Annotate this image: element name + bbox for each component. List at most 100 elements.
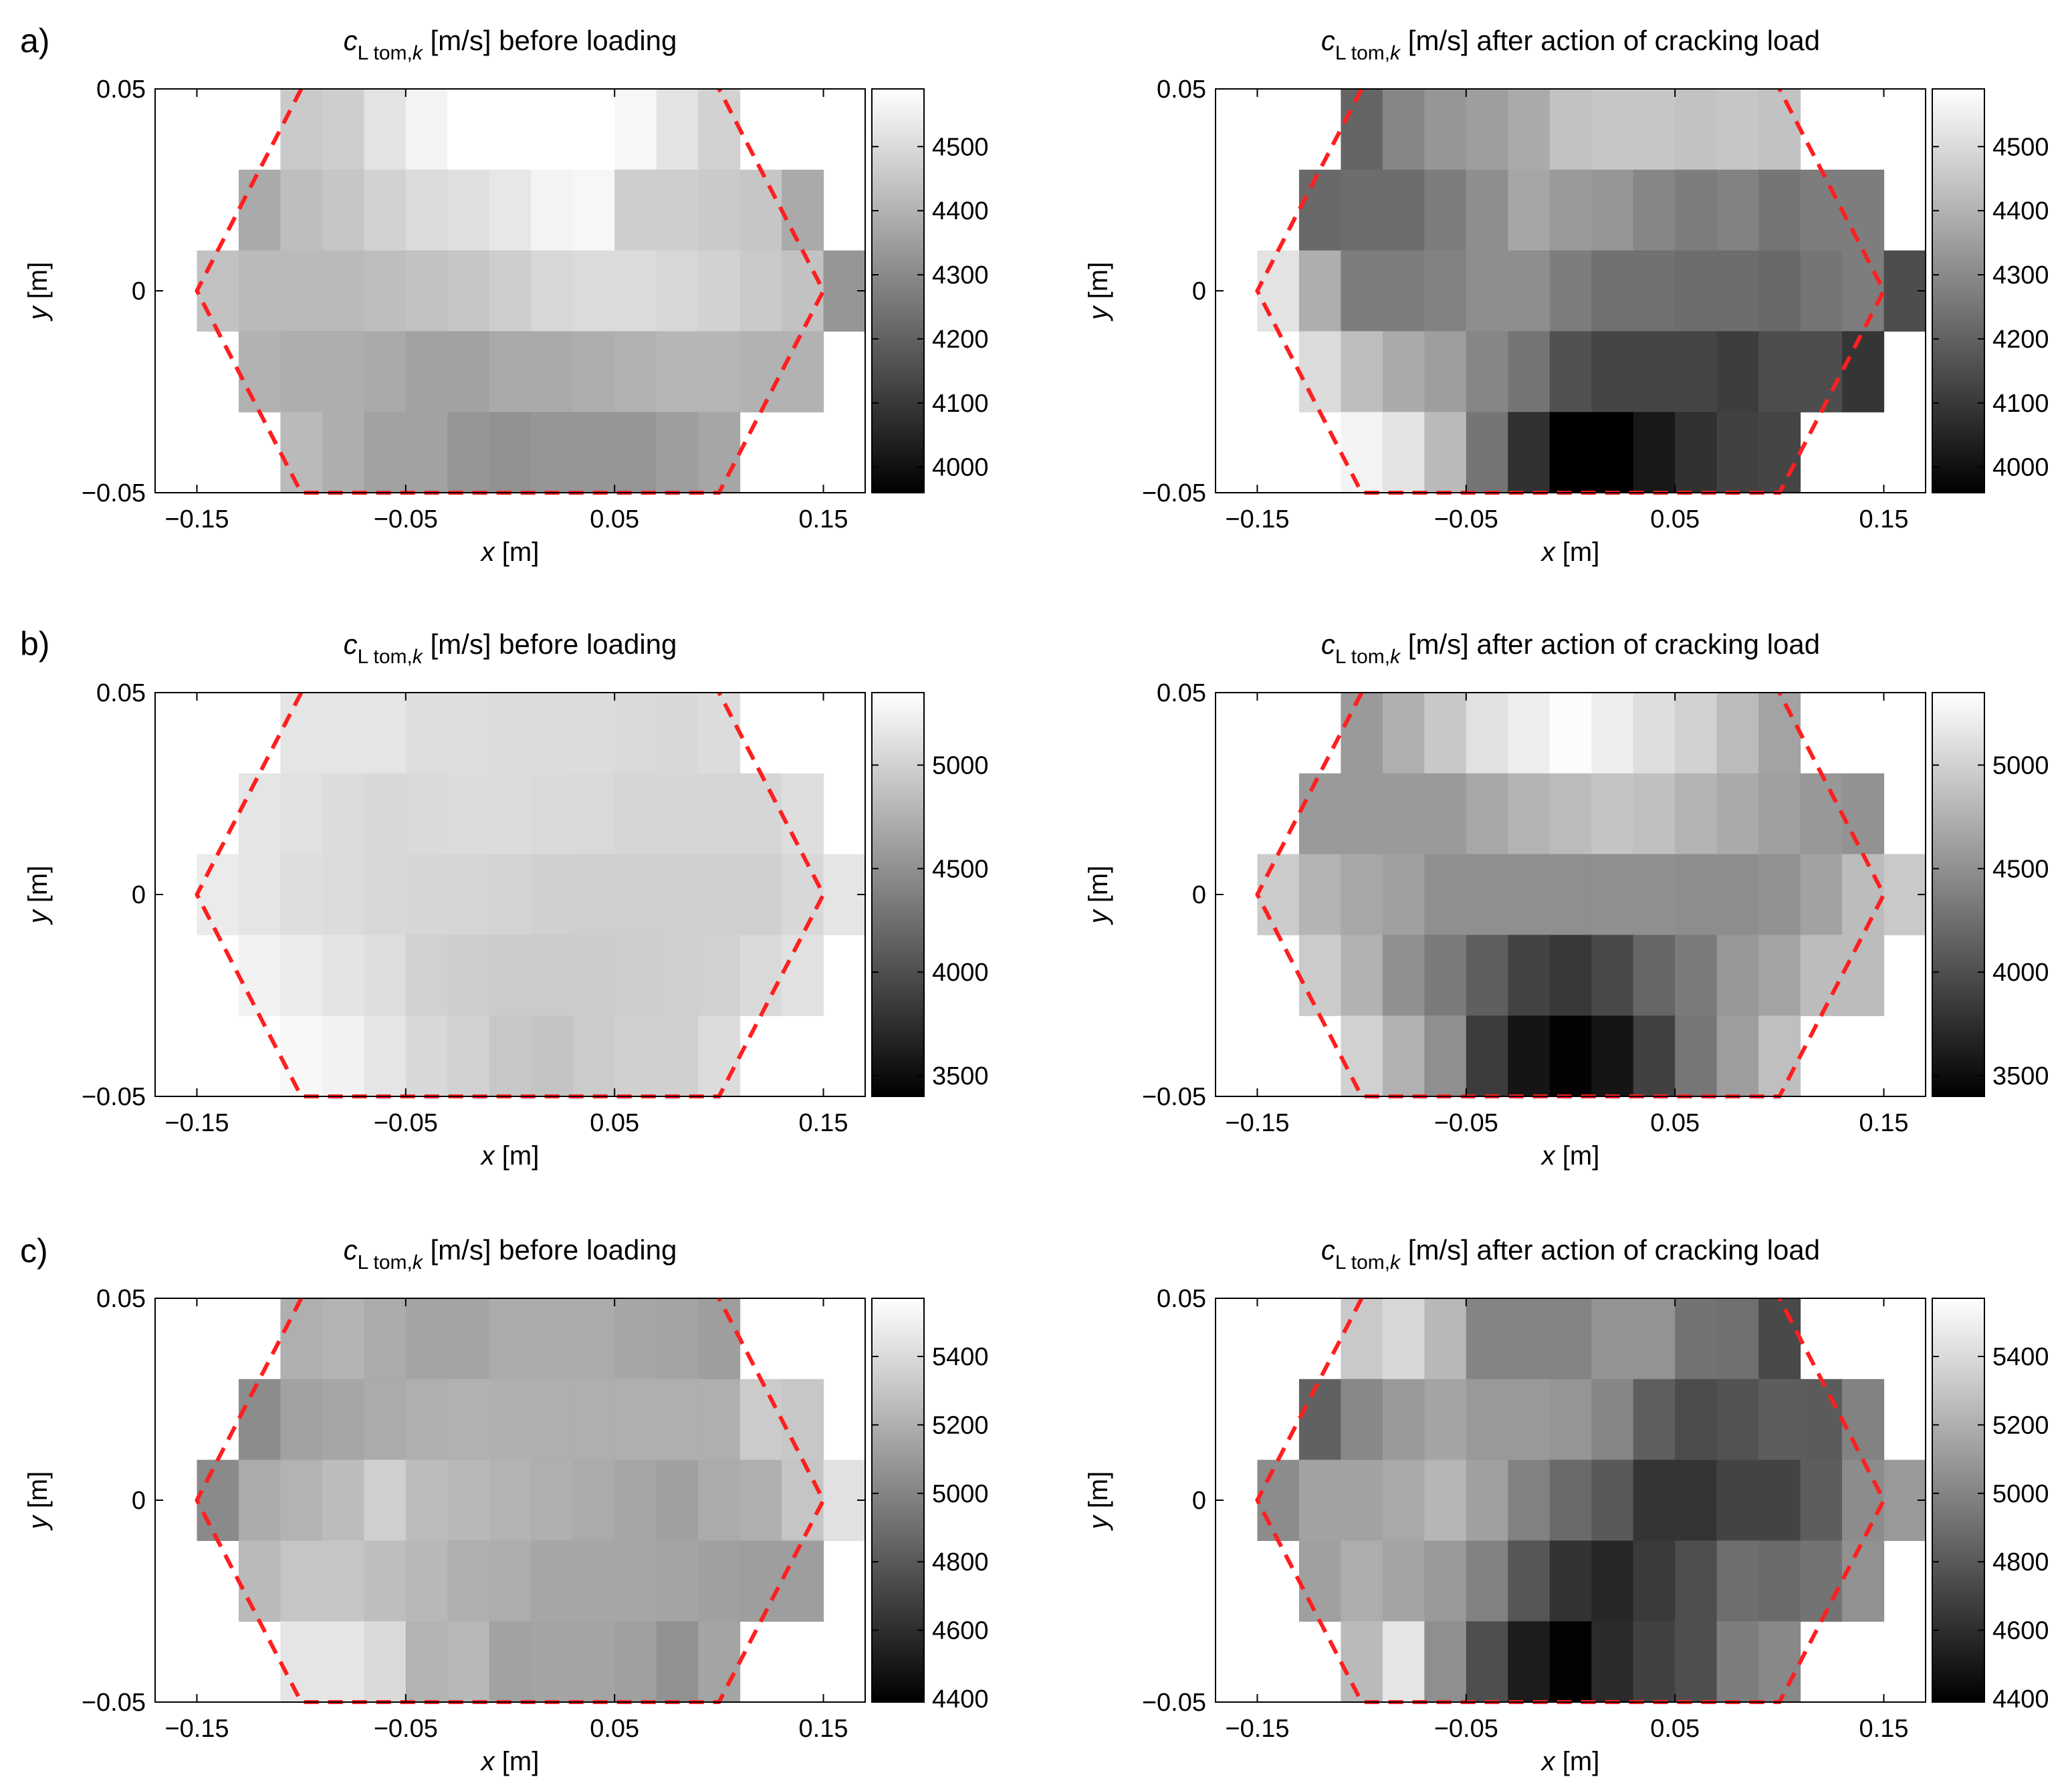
colorbar-tick-label: 4500 <box>1992 133 2049 161</box>
heatmap-cell <box>1591 1540 1634 1622</box>
heatmap-cell <box>698 250 741 332</box>
title-subscript-index: k <box>413 646 424 668</box>
x-axis-unit: [m] <box>495 1747 540 1776</box>
x-tick-label: 0.05 <box>1650 1109 1700 1137</box>
heatmap-cell <box>364 935 407 1016</box>
heatmap-cell <box>364 1016 407 1097</box>
heatmap-cell <box>1716 412 1759 493</box>
heatmap-cell <box>1466 1459 1508 1541</box>
title-condition: after action of cracking load <box>1469 1234 1820 1266</box>
heatmap-cell <box>1716 250 1759 332</box>
heatmap-cell <box>1298 773 1342 855</box>
title-subscript: L tom, <box>1335 1251 1390 1274</box>
heatmap-cell <box>364 1540 407 1622</box>
heatmap-cell <box>1591 693 1634 774</box>
x-tick-label: 0.15 <box>799 1715 848 1743</box>
heatmap-cell <box>1758 1540 1801 1622</box>
heatmap-cell <box>1758 773 1801 855</box>
title-subscript-index: k <box>1390 646 1401 668</box>
heatmap-cell <box>614 89 657 170</box>
heatmap-cell <box>782 331 824 412</box>
y-axis-unit: [m] <box>1084 866 1113 911</box>
heatmap-cell <box>280 169 323 251</box>
heatmap-cell <box>739 854 782 935</box>
heatmap-cell <box>572 89 615 170</box>
colorbar-tick-label: 4300 <box>1992 261 2049 289</box>
y-axis-label: y [m] <box>23 1471 53 1532</box>
heatmap-cell <box>1591 331 1634 412</box>
heatmap-cell <box>1382 89 1425 170</box>
y-tick-label: 0 <box>132 1487 146 1515</box>
x-tick-label: 0.05 <box>1650 505 1700 533</box>
heatmap-cell <box>322 89 364 170</box>
heatmap-cell <box>322 1540 364 1622</box>
heatmap-cell <box>447 1016 490 1097</box>
heatmap-cell <box>572 1016 615 1097</box>
heatmap-cell <box>572 854 615 935</box>
heatmap-cell <box>1257 250 1300 332</box>
x-tick-label: 0.05 <box>1650 1715 1700 1743</box>
heatmap-cell <box>489 1016 532 1097</box>
heatmap-cell <box>1716 169 1759 251</box>
heatmap-cell <box>364 1379 407 1461</box>
heatmap-cell <box>1508 331 1550 412</box>
heatmap-cell <box>1800 1459 1843 1541</box>
title-symbol: c <box>344 628 358 660</box>
heatmap-cell <box>531 773 574 855</box>
heatmap-cell <box>447 1621 490 1703</box>
heatmap-cell <box>447 935 490 1016</box>
title-unit: [m/s] <box>423 628 491 660</box>
title-symbol: c <box>1321 628 1335 660</box>
heatmap-cell <box>447 331 490 412</box>
title-unit: [m/s] <box>423 25 491 56</box>
heatmap-cell <box>1800 250 1843 332</box>
x-tick-label: 0.15 <box>799 1109 848 1137</box>
colorbar-tick-label: 4200 <box>932 326 989 354</box>
heatmap-cell <box>572 331 615 412</box>
title-subscript-index: k <box>413 42 424 64</box>
heatmap-cell <box>238 773 281 855</box>
heatmap-cell <box>1591 1459 1634 1541</box>
colorbar-tick-label: 3500 <box>932 1062 989 1090</box>
x-tick-label: 0.15 <box>1859 1715 1909 1743</box>
heatmap-panel-a-after: −0.15 −0.05 0.05 0.150.050−0.05x [m]y [m]cL… <box>1084 25 2049 567</box>
colorbar-tick-label: 4400 <box>1992 1685 2049 1713</box>
heatmap-cells <box>1257 89 1926 493</box>
heatmap-cell <box>656 250 699 332</box>
heatmap-cell <box>1508 1459 1550 1541</box>
heatmap-cell <box>1466 169 1508 251</box>
heatmap-cell <box>364 250 407 332</box>
x-tick-label: 0.15 <box>1859 1109 1909 1137</box>
heatmap-cell <box>1758 1379 1801 1461</box>
y-tick-label: 0.05 <box>1157 679 1206 707</box>
colorbar-tick-label: 4500 <box>1992 855 2049 883</box>
title-subscript: L tom, <box>358 1251 413 1274</box>
heatmap-cell <box>1633 250 1676 332</box>
heatmap-cell <box>1382 412 1425 493</box>
colorbar-tick-label: 4200 <box>1992 326 2049 354</box>
heatmap-cell <box>322 854 364 935</box>
heatmap-cell <box>1466 89 1508 170</box>
heatmap-cell <box>1842 854 1885 935</box>
heatmap-cell <box>1549 169 1592 251</box>
heatmap-cell <box>280 1379 323 1461</box>
title-subscript: L tom, <box>1335 42 1390 64</box>
heatmap-cell <box>698 169 741 251</box>
heatmap-cell <box>698 935 741 1016</box>
heatmap-cell <box>489 89 532 170</box>
y-axis-unit: [m] <box>23 866 53 911</box>
heatmap-cell <box>1298 935 1342 1016</box>
heatmap-cell <box>531 169 574 251</box>
heatmap-cell <box>1549 1298 1592 1380</box>
heatmap-cell <box>1716 1540 1759 1622</box>
heatmap-cell <box>1549 693 1592 774</box>
heatmap-cell <box>1842 169 1885 251</box>
heatmap-cell <box>698 693 741 774</box>
heatmap-cell <box>280 935 323 1016</box>
heatmap-cell <box>614 1298 657 1380</box>
colorbar-tick-label: 4100 <box>1992 390 2049 418</box>
heatmap-cell <box>1800 773 1843 855</box>
x-tick-label: −0.05 <box>1434 505 1498 533</box>
heatmap-cell <box>405 1540 448 1622</box>
heatmap-cell <box>1716 693 1759 774</box>
